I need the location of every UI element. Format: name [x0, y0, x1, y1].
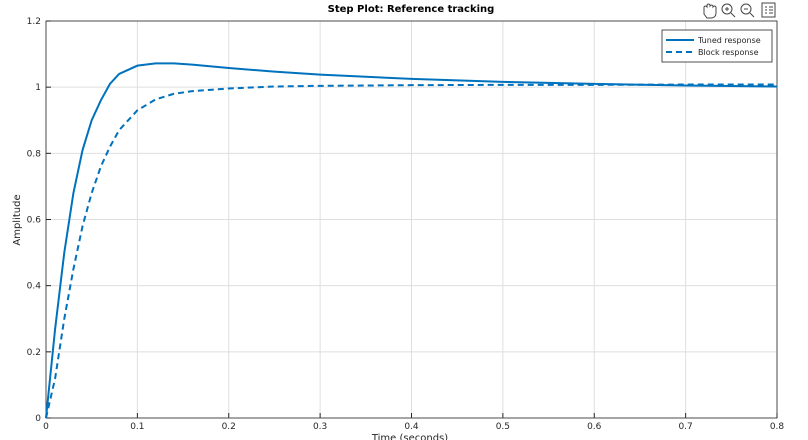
x-tick-label: 0.2: [222, 422, 236, 432]
y-tick-label: 0: [35, 414, 41, 424]
y-tick-label: 0.8: [27, 149, 42, 159]
y-tick-label: 0.2: [27, 348, 41, 358]
x-tick-label: 0.8: [770, 422, 785, 432]
axes-box: [45, 20, 778, 419]
toolbar[interactable]: [703, 2, 776, 19]
zoom-in-icon[interactable]: [721, 3, 733, 15]
series-line: [45, 83, 777, 419]
pan-icon[interactable]: [703, 3, 717, 19]
legend-label: Block response: [698, 48, 759, 57]
x-tick-label: 0.1: [130, 422, 144, 432]
series-line: [45, 62, 778, 419]
x-tick-label: 0.5: [496, 422, 510, 432]
y-axis-label: Amplitude: [12, 194, 23, 245]
y-tick-label: 0.6: [27, 216, 42, 226]
x-tick-label: 0.3: [313, 422, 327, 432]
y-tick-label: 1.2: [27, 17, 41, 27]
x-tick-label: 0.4: [404, 422, 419, 432]
y-tick-label: 0.4: [27, 282, 42, 292]
x-tick-label: 0: [43, 422, 49, 432]
x-tick-label: 0.7: [678, 422, 692, 432]
y-tick-label: 1: [35, 83, 41, 93]
chart-title: Step Plot: Reference tracking: [328, 4, 495, 15]
legend-label: Tuned response: [697, 36, 761, 45]
x-axis-label: Time (seconds): [371, 433, 448, 440]
legend-box: [661, 29, 773, 63]
x-tick-label: 0.6: [587, 422, 602, 432]
legend-icon[interactable]: [761, 2, 776, 18]
zoom-out-icon[interactable]: [740, 3, 752, 15]
plot-area: 0 0.1 0.2 0.3 0.4 0.5 0.6 0.7 0.8 0 0.2 0.4 0.6 0.8 1 1…: [27, 17, 785, 432]
